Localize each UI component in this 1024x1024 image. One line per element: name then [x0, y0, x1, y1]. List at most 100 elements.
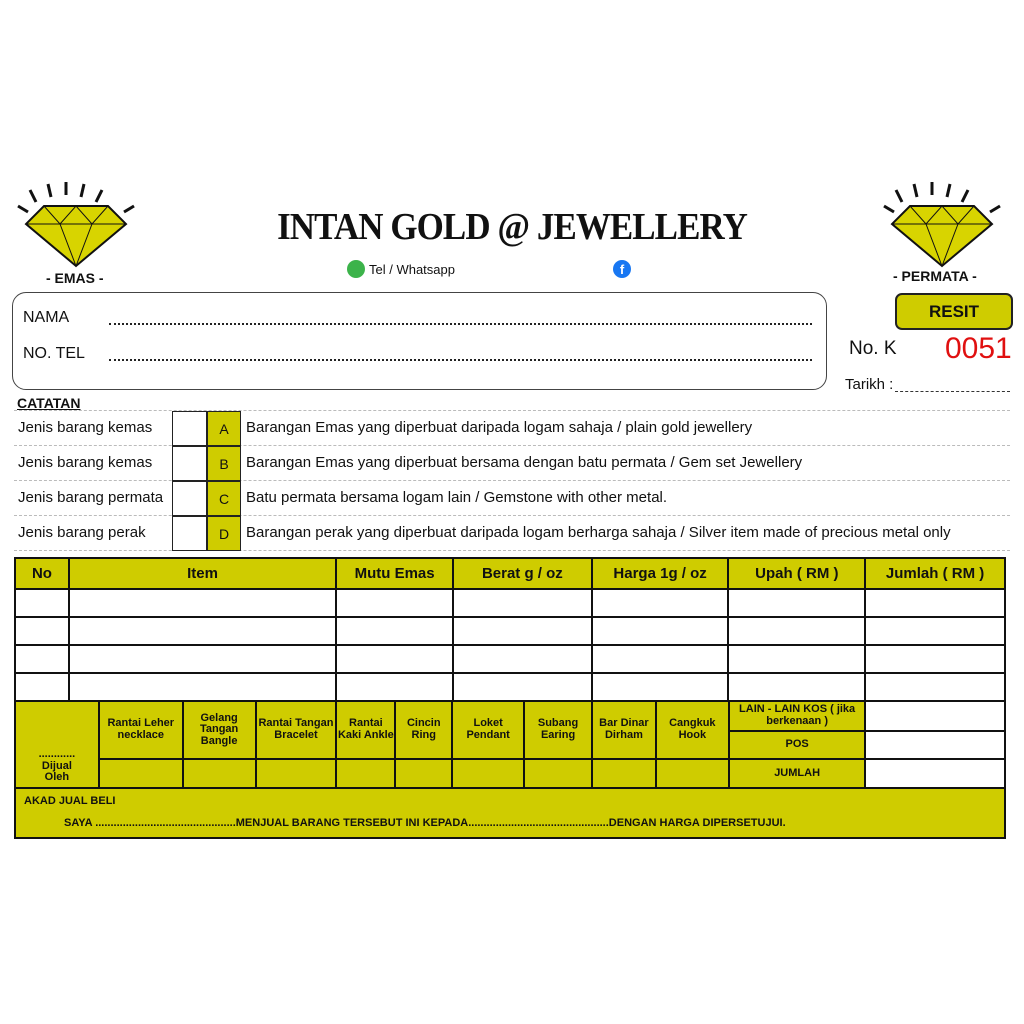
other-cost-label: LAIN - LAIN KOS ( jika berkenaan ): [727, 700, 867, 732]
table-cell[interactable]: [452, 644, 593, 674]
table-cell[interactable]: [864, 672, 1006, 702]
table-cell[interactable]: [67, 644, 338, 674]
date-label: Tarikh :: [845, 376, 894, 393]
category-label: Subang Earing: [523, 700, 593, 760]
table-cell[interactable]: [67, 588, 338, 618]
category-label: Cangkuk Hook: [654, 700, 730, 760]
table-cell[interactable]: [590, 616, 730, 646]
items-table: No Item Mutu Emas Berat g / oz Harga 1g / oz…: [14, 557, 1006, 702]
note-row: Jenis barang perak D Barangan perak yang d…: [14, 516, 1010, 551]
category-label: Gelang Tangan Bangle: [181, 700, 257, 760]
column-header: Item: [67, 557, 338, 590]
table-cell[interactable]: [590, 588, 730, 618]
category-field[interactable]: [181, 758, 257, 789]
table-cell[interactable]: [590, 644, 730, 674]
postage-label: POS: [727, 730, 867, 760]
akad-title: AKAD JUAL BELI: [24, 795, 116, 807]
column-header: Berat g / oz: [452, 557, 593, 590]
category-field[interactable]: [335, 758, 397, 789]
category-field[interactable]: [654, 758, 730, 789]
date-field[interactable]: [895, 380, 1010, 392]
akad-section: AKAD JUAL BELI SAYA ....................…: [14, 787, 1006, 839]
permata-caption: - PERMATA -: [893, 268, 977, 284]
note-checkbox[interactable]: [172, 446, 207, 481]
note-label: Jenis barang permata: [18, 489, 164, 506]
facebook-icon: f: [613, 260, 631, 278]
table-row: [14, 672, 1006, 702]
category-field[interactable]: [591, 758, 657, 789]
total-field[interactable]: [864, 758, 1006, 789]
table-cell[interactable]: [727, 616, 867, 646]
column-header: Mutu Emas: [335, 557, 455, 590]
column-header: Upah ( RM ): [727, 557, 867, 590]
diamond-logo-icon: [883, 182, 1001, 268]
category-label: Rantai Tangan Bracelet: [254, 700, 338, 760]
table-cell[interactable]: [14, 616, 70, 646]
note-checkbox[interactable]: [172, 411, 207, 446]
category-field[interactable]: [394, 758, 454, 789]
other-cost-field[interactable]: [864, 700, 1006, 732]
note-checkbox[interactable]: [172, 481, 207, 516]
table-cell[interactable]: [14, 644, 70, 674]
table-cell[interactable]: [14, 588, 70, 618]
note-code: C: [207, 481, 241, 516]
emas-caption: - EMAS -: [46, 270, 104, 286]
sold-by-label: Dijual Oleh: [41, 759, 72, 784]
note-desc: Barangan perak yang diperbuat daripada l…: [246, 524, 951, 541]
akad-text: SAYA ...................................…: [64, 817, 786, 829]
note-row: Jenis barang permata C Batu permata bersam…: [14, 481, 1010, 516]
category-field[interactable]: [523, 758, 593, 789]
table-cell[interactable]: [335, 644, 455, 674]
table-cell[interactable]: [452, 588, 593, 618]
table-cell[interactable]: [864, 644, 1006, 674]
column-header: Jumlah ( RM ): [864, 557, 1006, 590]
receipt-number: 0051: [945, 332, 1012, 365]
category-label: Loket Pendant: [451, 700, 526, 760]
resit-badge: RESIT: [895, 293, 1013, 330]
table-cell[interactable]: [14, 672, 70, 702]
note-desc: Batu permata bersama logam lain / Gemsto…: [246, 489, 668, 506]
category-field[interactable]: [254, 758, 338, 789]
note-label: Jenis barang kemas: [18, 419, 153, 436]
receipt-no-label: No. K: [849, 338, 897, 359]
table-cell[interactable]: [335, 616, 455, 646]
table-cell[interactable]: [67, 672, 338, 702]
table-cell[interactable]: [335, 672, 455, 702]
table-cell[interactable]: [727, 644, 867, 674]
total-label: JUMLAH: [727, 758, 867, 789]
column-header: No: [14, 557, 70, 590]
table-cell[interactable]: [452, 672, 593, 702]
name-field[interactable]: [109, 311, 812, 325]
table-row: [14, 588, 1006, 618]
table-cell[interactable]: [590, 672, 730, 702]
table-cell[interactable]: [67, 616, 338, 646]
sold-by-cell: ............ Dijual Oleh: [14, 700, 100, 789]
diamond-logo-icon: [17, 182, 135, 268]
table-cell[interactable]: [727, 672, 867, 702]
phone-field[interactable]: [109, 347, 812, 361]
category-label: Rantai Kaki Ankle: [335, 700, 397, 760]
category-label: Cincin Ring: [394, 700, 454, 760]
whatsapp-icon: [347, 260, 365, 278]
name-label: NAMA: [23, 309, 70, 326]
category-field[interactable]: [451, 758, 526, 789]
table-cell[interactable]: [727, 588, 867, 618]
category-field[interactable]: [97, 758, 184, 789]
note-desc: Barangan Emas yang diperbuat daripada lo…: [246, 419, 753, 436]
note-checkbox[interactable]: [172, 516, 207, 551]
column-header: Harga 1g / oz: [590, 557, 730, 590]
postage-field[interactable]: [864, 730, 1006, 760]
note-code: B: [207, 446, 241, 481]
table-cell[interactable]: [452, 616, 593, 646]
customer-box: NAMA NO. TEL: [12, 292, 827, 390]
category-label: Rantai Leher necklace: [97, 700, 184, 760]
note-desc: Barangan Emas yang diperbuat bersama den…: [246, 454, 803, 471]
phone-label: NO. TEL: [23, 345, 85, 362]
notes-title: CATATAN: [17, 395, 81, 411]
table-cell[interactable]: [335, 588, 455, 618]
table-cell[interactable]: [864, 616, 1006, 646]
table-cell[interactable]: [864, 588, 1006, 618]
note-label: Jenis barang perak: [18, 524, 146, 541]
note-code: A: [207, 411, 241, 446]
note-row: Jenis barang kemas B Barangan Emas yang di…: [14, 446, 1010, 481]
